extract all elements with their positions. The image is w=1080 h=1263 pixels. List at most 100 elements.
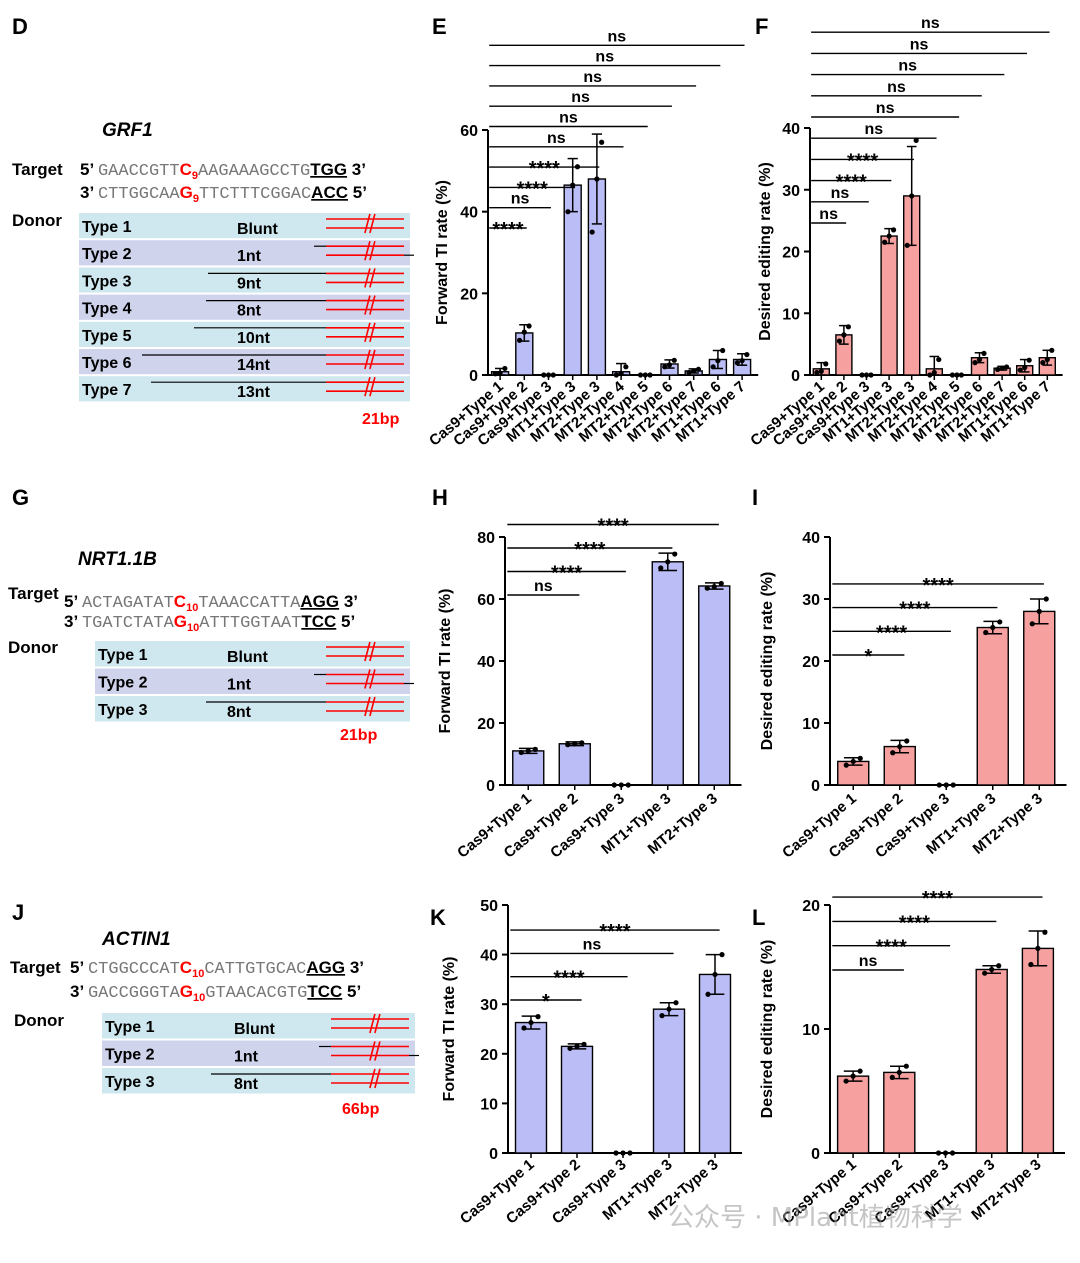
donor-row-bg — [95, 696, 410, 722]
significance-label: * — [864, 646, 872, 668]
data-point — [704, 585, 710, 591]
data-point — [695, 366, 702, 372]
y-tick-label: 30 — [782, 183, 800, 200]
data-point — [882, 239, 888, 245]
y-tick-label: 20 — [802, 898, 820, 915]
panel-label-I: I — [752, 485, 758, 510]
break-mark — [369, 322, 376, 343]
bar — [651, 561, 684, 786]
target-label: Target — [12, 160, 63, 179]
target-strand-top: 5’ CTGGCCCATC10CATTGTGCACAGG 3’ — [70, 958, 364, 980]
data-point — [949, 372, 956, 378]
data-point — [589, 229, 595, 235]
significance-label: ns — [831, 185, 850, 202]
data-point — [710, 364, 716, 370]
y-tick-label: 10 — [480, 1096, 498, 1113]
panel-label-L: L — [752, 905, 765, 930]
significance-label: **** — [529, 158, 560, 180]
y-axis-label: Desired editing rate (%) — [759, 572, 776, 751]
data-point — [1043, 596, 1049, 602]
data-point — [958, 372, 964, 378]
data-point — [672, 551, 678, 557]
break-mark — [364, 696, 371, 717]
donor-type-label: Type 2 — [98, 675, 148, 692]
y-axis-label: Desired editing rate (%) — [757, 162, 774, 341]
insert-length: 21bp — [362, 411, 400, 428]
panel-label-K: K — [430, 905, 446, 930]
donor-type-label: Type 2 — [82, 246, 132, 263]
donor-label: Donor — [14, 1011, 64, 1030]
data-point — [1044, 356, 1050, 363]
data-point — [896, 1069, 902, 1075]
donor-overhang-note: 14nt — [237, 357, 271, 374]
y-tick-label: 60 — [460, 123, 478, 140]
break-mark — [364, 240, 371, 261]
watermark: 公众号 · MPlant植物科学 — [668, 1203, 963, 1233]
significance-label: **** — [574, 539, 605, 561]
data-point — [618, 370, 624, 376]
donor-row-bg — [79, 240, 410, 266]
bar — [512, 750, 545, 786]
significance-label: * — [542, 991, 550, 1013]
data-point — [666, 1006, 672, 1012]
panel-label-G: G — [12, 485, 29, 510]
data-point — [1017, 367, 1023, 373]
data-point — [931, 369, 937, 376]
target-strand-bottom: 3’ CTTGGCAAG9TTCTTTCGGACACC 5’ — [80, 183, 367, 205]
donor-row-bg — [95, 641, 410, 667]
break-mark — [369, 268, 376, 288]
data-point — [850, 758, 856, 765]
break-mark — [369, 1068, 376, 1089]
target-label: Target — [8, 584, 59, 603]
bar — [558, 743, 591, 786]
data-point — [492, 371, 498, 377]
gene-schematic-G: NRT1.1B Target 5’ ACTAGATATC10TAAACCATTAAG… — [8, 549, 414, 744]
data-point — [712, 971, 718, 978]
gene-name: GRF1 — [102, 120, 153, 141]
y-tick-label: 40 — [802, 530, 820, 547]
significance-label: **** — [847, 150, 878, 172]
data-point — [594, 176, 600, 182]
target-strand-top: 5’ ACTAGATATC10TAAACCATTAAGG 3’ — [64, 592, 358, 614]
break-mark — [364, 349, 371, 370]
y-tick-label: 40 — [477, 654, 495, 671]
data-point — [935, 1150, 942, 1156]
bar — [698, 973, 732, 1154]
donor-type-label: Type 3 — [98, 702, 148, 719]
y-tick-label: 30 — [802, 592, 820, 609]
bar — [514, 1021, 548, 1154]
data-point — [627, 1150, 633, 1156]
donor-row-bg — [79, 349, 410, 375]
data-point — [1036, 608, 1042, 615]
bar — [698, 585, 731, 786]
data-point — [1049, 347, 1055, 353]
data-point — [567, 1045, 573, 1051]
bar — [652, 1008, 686, 1154]
donor-row-bg — [102, 1013, 415, 1039]
data-point — [936, 356, 942, 363]
data-point — [889, 1074, 895, 1080]
gene-name: ACTIN1 — [101, 929, 171, 950]
donor-row-bg — [102, 1068, 415, 1094]
data-point — [686, 369, 692, 376]
donor-type-label: Type 6 — [82, 355, 132, 372]
significance-label: ns — [887, 79, 906, 96]
data-point — [711, 584, 717, 590]
data-point — [613, 372, 619, 378]
data-point — [823, 361, 829, 367]
data-point — [868, 372, 874, 378]
data-point — [734, 360, 740, 366]
significance-label: **** — [836, 172, 867, 194]
significance-label: **** — [599, 921, 630, 943]
donor-type-label: Type 1 — [105, 1019, 155, 1036]
data-point — [497, 370, 503, 376]
data-point — [521, 1025, 527, 1031]
data-point — [613, 1150, 619, 1156]
significance-label: **** — [923, 575, 954, 597]
significance-label: **** — [899, 599, 930, 621]
data-point — [1003, 364, 1010, 370]
